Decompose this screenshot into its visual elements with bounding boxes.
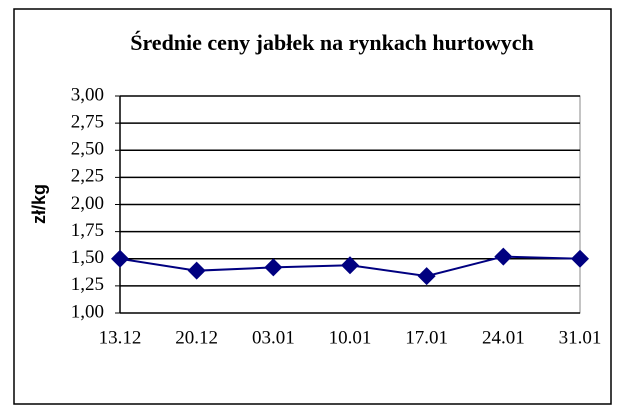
y-tick-label: 1,50	[71, 247, 104, 268]
data-point	[341, 256, 359, 275]
y-tick-label: 1,25	[71, 274, 104, 295]
x-tick-label: 31.01	[559, 327, 602, 348]
y-tick-label: 1,00	[71, 301, 104, 322]
x-tick-label: 13.12	[99, 327, 142, 348]
y-axis-label: zł/kg	[29, 184, 49, 224]
data-point	[187, 261, 206, 280]
y-tick-label: 2,50	[71, 139, 104, 160]
x-tick-label: 20.12	[175, 327, 218, 348]
chart-title: Średnie ceny jabłek na rynkach hurtowych	[130, 30, 534, 55]
x-tick-label: 10.01	[329, 327, 372, 348]
y-tick-label: 3,00	[71, 84, 104, 105]
y-tick-label: 1,75	[71, 220, 104, 241]
data-point	[264, 258, 283, 277]
x-tick-label: 03.01	[252, 327, 295, 348]
data-point	[571, 249, 589, 268]
y-tick-label: 2,75	[71, 111, 104, 132]
data-point	[494, 247, 513, 266]
y-tick-label: 2,00	[71, 193, 104, 214]
chart-frame	[13, 8, 612, 405]
x-tick-label: 17.01	[405, 327, 448, 348]
x-tick-label: 24.01	[482, 327, 525, 348]
data-point	[417, 267, 436, 286]
y-tick-label: 2,25	[71, 166, 104, 187]
data-point	[111, 249, 129, 268]
